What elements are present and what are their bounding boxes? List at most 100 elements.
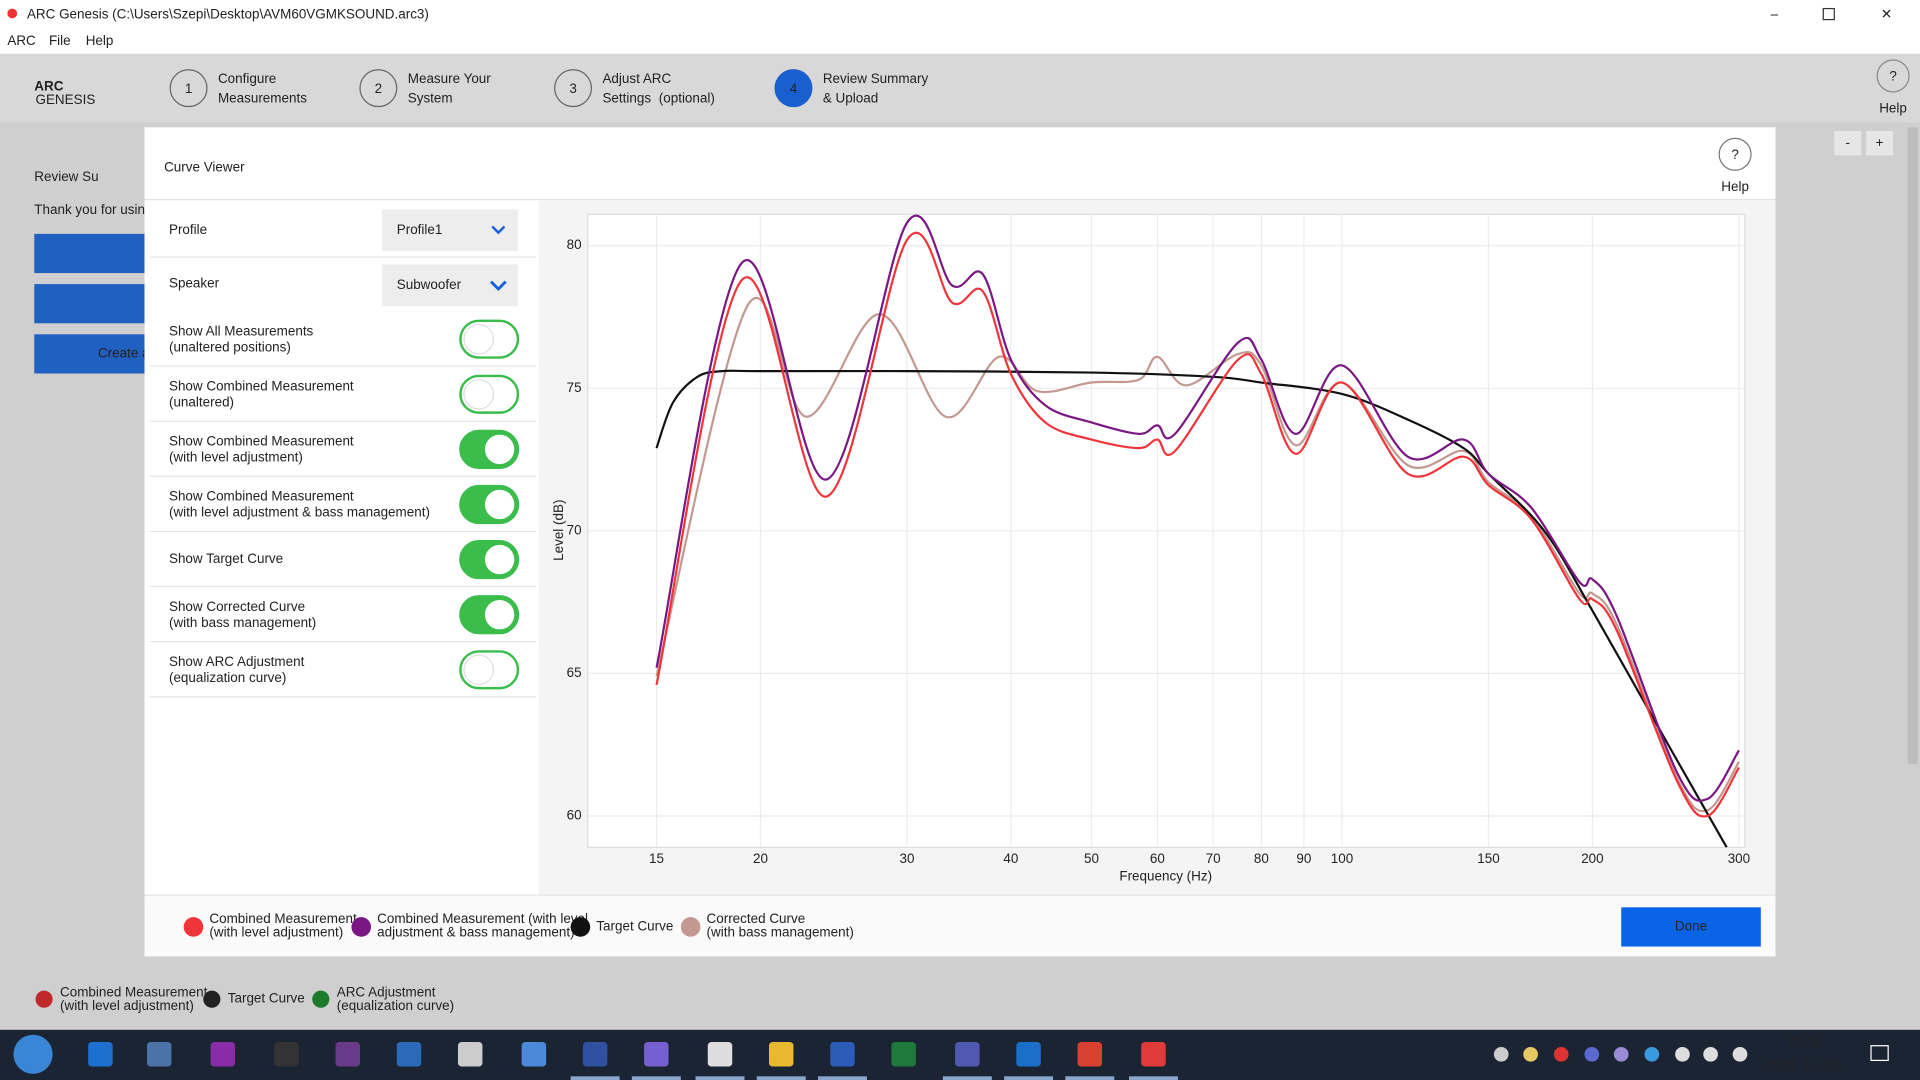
help-mark: ?	[1731, 147, 1738, 162]
help-icon[interactable]	[1876, 59, 1910, 93]
legend-label: (with level adjustment)	[209, 925, 343, 940]
menu-item[interactable]: Help	[86, 33, 114, 48]
clock-date: 2019. 12. 21.	[1766, 1058, 1845, 1073]
zoom-out[interactable]	[1834, 131, 1862, 156]
tray-icon[interactable]	[1584, 1046, 1600, 1062]
toggle-label: (with level adjustment & bass management…	[169, 505, 430, 520]
taskbar-app[interactable]	[830, 1042, 855, 1067]
taskbar-app[interactable]	[335, 1042, 360, 1067]
legend-bar	[144, 896, 1776, 957]
taskbar-app[interactable]	[1077, 1042, 1103, 1067]
x-axis-label: Frequency (Hz)	[1119, 868, 1212, 883]
scrollbar	[1907, 127, 1918, 765]
series-line	[655, 214, 1740, 802]
legend-label: Combined Measurement (with level	[377, 911, 588, 926]
x-tick-label: 15	[649, 851, 664, 866]
menu-item[interactable]: ARC	[7, 33, 36, 48]
chevron	[491, 225, 506, 235]
bg-legend-dot	[35, 990, 53, 1008]
close[interactable]: ✕	[1881, 6, 1892, 21]
bg-legend-label: Target Curve	[228, 991, 305, 1006]
legend-label: (with bass management)	[707, 925, 854, 940]
dialog-help-icon[interactable]	[1718, 137, 1752, 171]
tray-icon[interactable]	[1644, 1046, 1660, 1062]
help-label: Help	[1879, 101, 1907, 116]
title-bar	[0, 0, 1920, 54]
tray-icon[interactable]	[1675, 1046, 1690, 1062]
taskbar-app[interactable]	[396, 1042, 422, 1067]
taskbar-app[interactable]	[1141, 1042, 1166, 1067]
legend-dot	[680, 917, 701, 937]
bg-legend-dot	[203, 990, 221, 1008]
running-indicator	[570, 1076, 620, 1080]
start-button[interactable]	[13, 1034, 53, 1074]
taskbar-app[interactable]	[955, 1042, 980, 1067]
step-label: Review Summary	[823, 71, 929, 86]
toggles: Show All Measurements(unaltered position…	[149, 319, 537, 698]
dialog-help-label: Help	[1721, 179, 1749, 194]
step-number: 4	[790, 81, 798, 96]
step-number: 1	[185, 81, 192, 96]
legend: Combined Measurement(with level adjustme…	[183, 911, 854, 940]
toggle-label: Show Target Curve	[169, 551, 283, 566]
x-tick-label: 50	[1084, 851, 1099, 866]
y-tick-label: 70	[567, 522, 582, 537]
bg-title: Review Su	[34, 169, 98, 184]
y-axis-label: Level (dB)	[551, 500, 566, 561]
toggle-label: Show Combined Measurement	[169, 434, 354, 449]
step-label: System	[408, 91, 453, 106]
profile-label: Profile	[169, 222, 207, 237]
tray-icon[interactable]	[1523, 1046, 1538, 1062]
step-number: 2	[375, 81, 382, 96]
taskbar-app[interactable]	[521, 1042, 547, 1067]
zoom-in[interactable]	[1866, 131, 1894, 156]
taskbar-app[interactable]	[210, 1042, 236, 1067]
step-label: Measurements	[218, 91, 307, 106]
tray-icon[interactable]	[1613, 1046, 1629, 1062]
taskbar-app[interactable]	[707, 1042, 733, 1067]
running-indicator	[1065, 1076, 1115, 1080]
bg-legend-label: (equalization curve)	[337, 998, 454, 1013]
notifications[interactable]	[1870, 1045, 1889, 1062]
done-label: Done	[1675, 919, 1707, 934]
taskbar-app[interactable]	[582, 1042, 608, 1067]
toggle-knob	[463, 654, 495, 686]
tray-icon[interactable]	[1703, 1046, 1718, 1062]
taskbar-app[interactable]	[1016, 1042, 1041, 1067]
tray-icon[interactable]	[1493, 1046, 1509, 1062]
taskbar-app[interactable]	[146, 1042, 172, 1067]
tray-icon[interactable]	[1732, 1046, 1748, 1062]
step-number: 3	[569, 81, 576, 96]
step-label: Measure Your	[408, 71, 492, 86]
bg-button	[34, 284, 147, 324]
minimize[interactable]: –	[1771, 6, 1779, 21]
x-tick-label: 30	[899, 851, 914, 866]
toggle-knob	[484, 489, 515, 520]
tray-icon[interactable]	[1553, 1046, 1569, 1062]
taskbar-app[interactable]	[644, 1042, 669, 1067]
series-line	[655, 231, 1740, 818]
toggle-label: Show All Measurements	[169, 323, 314, 338]
taskbar-app[interactable]	[457, 1042, 483, 1067]
done-button[interactable]	[1621, 907, 1761, 947]
toggle-label: (unaltered positions)	[169, 339, 291, 354]
window-title: ARC Genesis (C:\Users\Szepi\Desktop\AVM6…	[27, 6, 429, 21]
running-indicator	[756, 1076, 806, 1080]
profile-value: Profile1	[397, 222, 443, 237]
step-label: Configure	[218, 71, 276, 86]
maximize[interactable]	[1822, 7, 1835, 21]
running-indicator	[695, 1076, 745, 1080]
legend-label: Corrected Curve	[707, 911, 806, 926]
taskbar-app[interactable]	[274, 1042, 299, 1067]
steps-bar	[0, 53, 1920, 123]
zoom-label: -	[1846, 135, 1850, 150]
app-icon	[7, 8, 18, 19]
taskbar-app[interactable]	[891, 1042, 916, 1067]
taskbar-icons	[13, 1034, 1748, 1080]
menu-item[interactable]: File	[49, 33, 71, 48]
help-mark: ?	[1889, 69, 1896, 84]
x-tick-label: 150	[1477, 851, 1499, 866]
taskbar-app[interactable]	[88, 1042, 113, 1067]
taskbar-app[interactable]	[768, 1042, 794, 1067]
